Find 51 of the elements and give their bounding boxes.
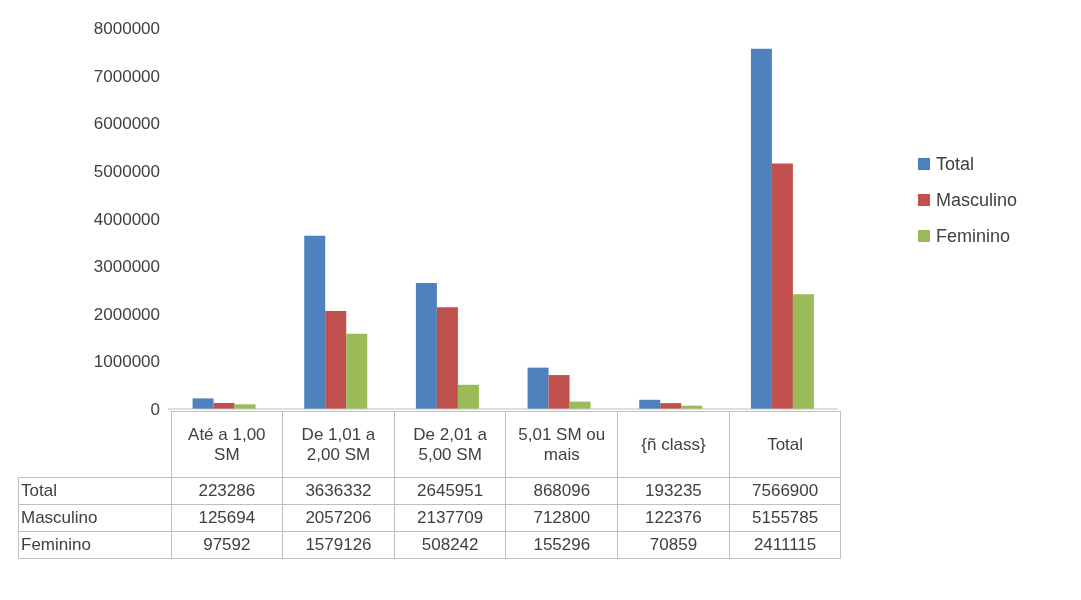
data-label: 2645951	[394, 477, 506, 505]
y-tick-label: 5000000	[93, 161, 160, 181]
data-label: 2137709	[394, 504, 506, 532]
x-tick-label: De 1,01 a 2,00 SM	[282, 411, 395, 478]
data-label: 70859	[617, 531, 730, 559]
y-tick-label: 0	[150, 400, 160, 420]
data-label: 155296	[505, 531, 618, 559]
bar	[527, 367, 549, 409]
bar	[192, 398, 214, 409]
y-tick-label: 8000000	[93, 19, 160, 39]
x-tick-label: 5,01 SM ou mais	[505, 411, 618, 478]
y-tick-label: 4000000	[93, 209, 160, 229]
y-tick-label: 6000000	[93, 114, 160, 134]
data-label: 1579126	[282, 531, 395, 559]
y-tick-label: 3000000	[93, 257, 160, 277]
x-tick-label: {ñ class}	[617, 411, 730, 478]
data-label: 3636332	[282, 477, 395, 505]
bar	[457, 384, 479, 409]
y-tick-label: 1000000	[93, 352, 160, 372]
bar	[750, 48, 772, 409]
data-label: 223286	[171, 477, 283, 505]
data-label: 2057206	[282, 504, 395, 532]
text: Masculino	[21, 508, 98, 527]
data-label: 193235	[617, 477, 730, 505]
bar	[304, 235, 326, 409]
text: Total	[21, 481, 57, 500]
legend-label: Masculino	[936, 188, 1018, 212]
data-label: 7566900	[729, 477, 841, 505]
text: Feminino	[21, 535, 91, 554]
bar	[548, 375, 570, 409]
data-label: 868096	[505, 477, 618, 505]
data-label: 97592	[171, 531, 283, 559]
bar	[346, 333, 368, 409]
bar	[792, 294, 814, 409]
bar	[436, 307, 458, 409]
y-tick-label: 2000000	[93, 304, 160, 324]
x-tick-label: De 2,01 a 5,00 SM	[394, 411, 506, 478]
bar	[325, 311, 347, 409]
x-tick-label: Total	[729, 411, 841, 478]
data-label: 2411115	[729, 531, 841, 559]
legend-label: Total	[936, 152, 975, 176]
data-label: 712800	[505, 504, 618, 532]
y-tick-label: 7000000	[93, 66, 160, 86]
data-label: 5155785	[729, 504, 841, 532]
bar	[771, 163, 793, 409]
x-tick-label: Até a 1,00 SM	[171, 411, 283, 478]
legend-label: Feminino	[936, 224, 1011, 248]
data-label: 508242	[394, 531, 506, 559]
bar	[415, 282, 437, 409]
data-label: 125694	[171, 504, 283, 532]
data-label: 122376	[617, 504, 730, 532]
